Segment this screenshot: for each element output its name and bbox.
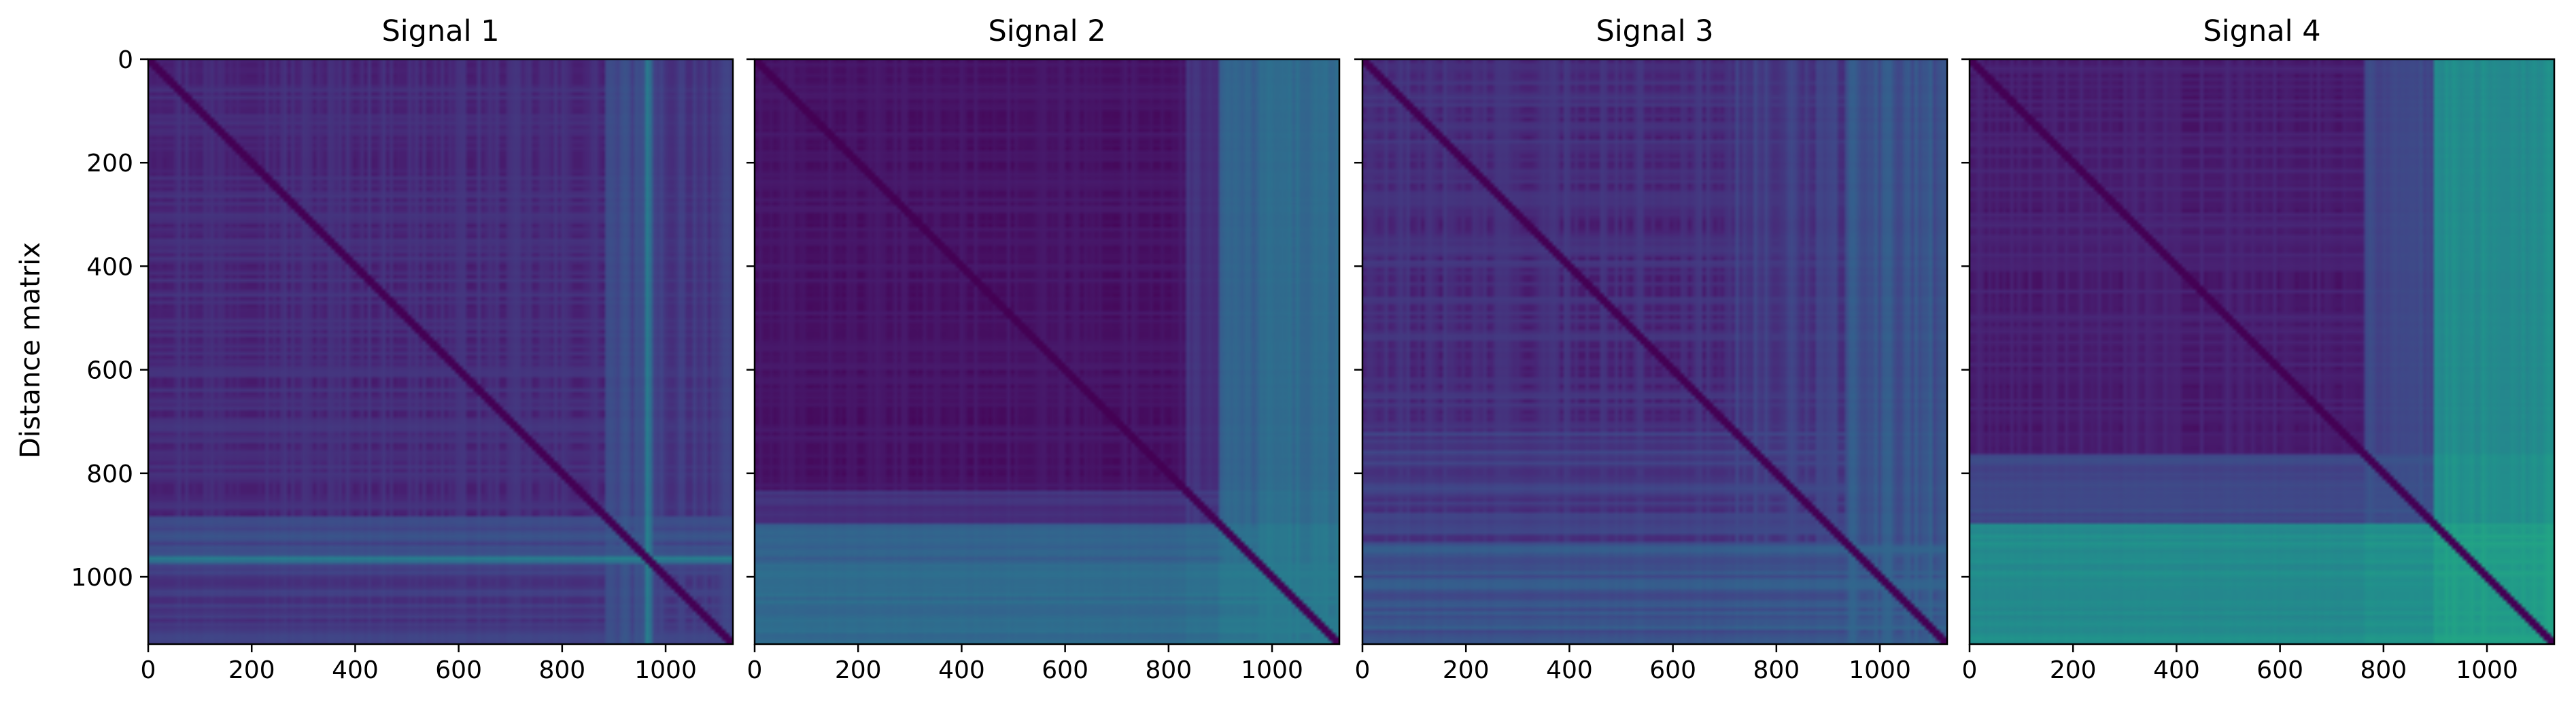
xtick-label: 600 bbox=[2256, 656, 2303, 684]
xtick-label: 200 bbox=[1443, 656, 1490, 684]
ytick-label: 1000 bbox=[71, 564, 133, 592]
xtick-label: 1000 bbox=[1849, 656, 1911, 684]
ytick-label: 0 bbox=[118, 46, 133, 74]
xtick-label: 200 bbox=[2050, 656, 2097, 684]
heatmap-frame-3 bbox=[1361, 58, 1948, 645]
heatmap-image-4 bbox=[1970, 59, 2554, 644]
ytick-label: 600 bbox=[86, 357, 133, 385]
xtick-label: 800 bbox=[2360, 656, 2407, 684]
heatmap-frame-4 bbox=[1968, 58, 2556, 645]
heatmap-title-3: Signal 3 bbox=[1596, 14, 1713, 48]
ytick-label: 400 bbox=[86, 253, 133, 281]
xtick-label: 800 bbox=[1753, 656, 1800, 684]
xtick-label: 1000 bbox=[1241, 656, 1303, 684]
ytick-label: 800 bbox=[86, 460, 133, 488]
xtick-label: 400 bbox=[938, 656, 985, 684]
heatmap-panel-1: Signal 1 0 200 400 600 800 1000 0 200 400 600 800 10… bbox=[71, 14, 734, 684]
xtick-label: 0 bbox=[1355, 656, 1371, 684]
figure-ylabel: Distance matrix bbox=[15, 242, 46, 458]
xtick-label: 400 bbox=[332, 656, 379, 684]
xtick-label: 200 bbox=[835, 656, 882, 684]
xtick-label: 600 bbox=[435, 656, 482, 684]
heatmap-panel-2: Signal 2 0 200 400 600 800 1000 bbox=[746, 14, 1341, 684]
xtick-label: 600 bbox=[1649, 656, 1696, 684]
xtick-label: 1000 bbox=[2456, 656, 2518, 684]
heatmap-title-2: Signal 2 bbox=[988, 14, 1105, 48]
xtick-label: 200 bbox=[228, 656, 275, 684]
xtick-label: 0 bbox=[747, 656, 763, 684]
xtick-label: 400 bbox=[1546, 656, 1593, 684]
xtick-label: 0 bbox=[141, 656, 156, 684]
xtick-label: 0 bbox=[1962, 656, 1978, 684]
xtick-label: 800 bbox=[538, 656, 585, 684]
heatmap-frame-1 bbox=[147, 58, 734, 645]
ytick-label: 200 bbox=[86, 150, 133, 178]
xtick-label: 400 bbox=[2153, 656, 2200, 684]
heatmap-title-4: Signal 4 bbox=[2203, 14, 2320, 48]
heatmap-title-1: Signal 1 bbox=[381, 14, 499, 48]
xtick-label: 1000 bbox=[634, 656, 697, 684]
heatmap-panel-4: Signal 4 0 200 400 600 800 1000 bbox=[1961, 14, 2556, 684]
heatmap-panel-3: Signal 3 0 200 400 600 800 1000 bbox=[1354, 14, 1948, 684]
xtick-label: 600 bbox=[1042, 656, 1088, 684]
heatmap-image-2 bbox=[755, 59, 1339, 644]
heatmap-image-1 bbox=[148, 59, 733, 644]
xtick-label: 800 bbox=[1145, 656, 1192, 684]
heatmap-image-3 bbox=[1362, 59, 1947, 644]
heatmap-frame-2 bbox=[753, 58, 1341, 645]
